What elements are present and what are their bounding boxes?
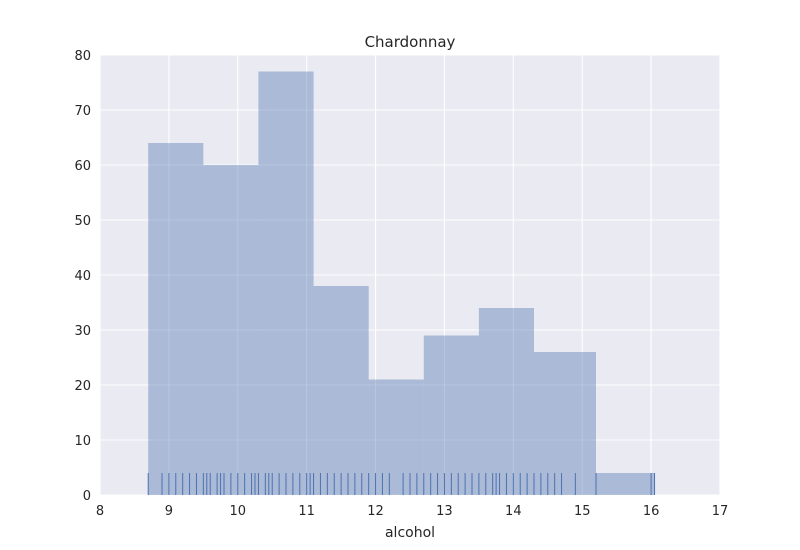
x-tick-label: 16 [643, 504, 660, 519]
tick-labels: 8 9 10 11 12 13 14 15 16 17 0 10 20 30 40 50 60 70 80 [74, 49, 728, 519]
y-tick-label: 30 [74, 324, 91, 339]
x-tick-label: 15 [574, 504, 591, 519]
x-tick-label: 10 [230, 504, 247, 519]
histogram-bar [534, 352, 596, 495]
x-tick-label: 8 [96, 504, 104, 519]
y-tick-label: 80 [74, 49, 91, 64]
histogram-bar [258, 71, 314, 495]
y-tick-label: 40 [74, 269, 91, 284]
chart-title: Chardonnay [365, 33, 456, 51]
x-tick-label: 14 [505, 504, 522, 519]
y-tick-label: 10 [74, 434, 91, 449]
y-tick-label: 60 [74, 159, 91, 174]
histogram-bar [203, 165, 259, 495]
x-axis-title: alcohol [385, 525, 435, 541]
y-tick-label: 0 [83, 489, 91, 504]
x-tick-label: 17 [712, 504, 729, 519]
bars-layer [148, 71, 655, 495]
histogram-bar [148, 143, 204, 495]
y-tick-label: 50 [74, 214, 91, 229]
x-tick-label: 12 [367, 504, 384, 519]
histogram-bar [596, 473, 655, 495]
histogram-bar [313, 286, 369, 495]
y-tick-label: 20 [74, 379, 91, 394]
x-tick-label: 9 [165, 504, 173, 519]
histogram-bar [423, 335, 479, 495]
y-tick-label: 70 [74, 104, 91, 119]
x-tick-label: 11 [298, 504, 315, 519]
histogram-bar [478, 308, 534, 495]
histogram-bar [368, 379, 424, 495]
rug-layer [147, 473, 656, 495]
x-tick-label: 13 [436, 504, 453, 519]
